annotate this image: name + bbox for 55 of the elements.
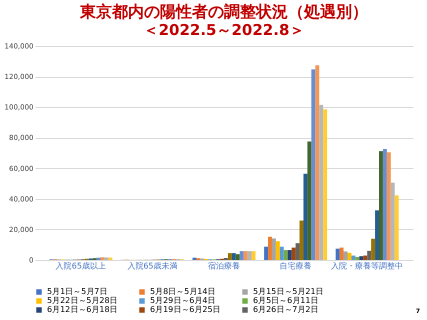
bar	[300, 220, 304, 260]
bar	[355, 256, 360, 260]
bar	[386, 152, 391, 260]
bar	[340, 248, 344, 260]
legend-label: 5月22日～5月28日	[47, 296, 118, 305]
bar	[307, 142, 312, 260]
bar	[252, 251, 256, 260]
bar	[375, 210, 379, 260]
bar	[236, 254, 240, 260]
bar	[351, 256, 356, 260]
bar	[303, 174, 308, 260]
bar	[228, 253, 232, 260]
bar	[248, 251, 252, 260]
bar	[371, 238, 376, 260]
bar	[100, 257, 104, 260]
bar	[319, 104, 324, 260]
bar	[240, 251, 244, 260]
legend-label: 5月29日～6月4日	[150, 296, 216, 305]
bar	[272, 238, 276, 260]
chart-subtitle: ＜2022.5～2022.8＞	[144, 21, 304, 39]
bar	[232, 253, 236, 260]
legend-label: 5月1日～5月7日	[47, 287, 108, 296]
x-tick-label: 入院65歳未満	[127, 262, 178, 270]
legend-label: 5月8日～5月14日	[150, 287, 216, 296]
x-tick-label: 宿泊療養	[208, 262, 240, 270]
bar	[311, 69, 316, 260]
bar	[296, 243, 300, 260]
bar	[264, 246, 268, 260]
bar	[347, 252, 352, 260]
bar	[292, 248, 296, 260]
bar	[359, 256, 364, 260]
bar	[382, 149, 387, 260]
legend-label: 6月5日～6月11日	[253, 296, 318, 305]
bar	[363, 256, 368, 260]
bar	[378, 151, 383, 260]
bar	[323, 109, 328, 260]
bar	[367, 250, 372, 260]
bar	[394, 195, 399, 260]
bar	[244, 251, 248, 260]
bar	[276, 241, 280, 260]
bar	[268, 236, 272, 260]
bar	[344, 251, 348, 260]
bar	[104, 257, 108, 260]
bar	[280, 246, 284, 260]
legend-label: 6月26日～7月2日	[253, 305, 318, 314]
legend-label: 6月19日～6月25日	[150, 305, 221, 314]
bar	[288, 250, 292, 260]
chart-title: 東京都内の陽性者の調整状況（処遇別）	[79, 2, 368, 21]
bar	[336, 248, 340, 260]
x-tick-label: 入院65歳以上	[56, 262, 106, 270]
legend-label: 6月12日～6月18日	[47, 305, 118, 314]
bar	[284, 250, 288, 260]
x-tick-label: 入院・療養等調整中	[331, 262, 404, 270]
x-tick-label: 自宅療養	[280, 262, 312, 270]
legend-label: 5月15日～5月21日	[253, 287, 324, 296]
